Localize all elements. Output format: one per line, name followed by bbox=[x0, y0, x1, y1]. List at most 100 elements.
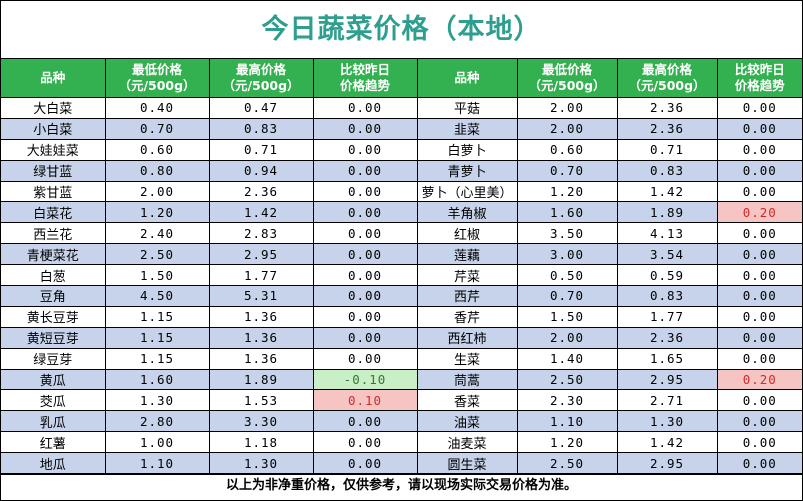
trend-cell: 0.00 bbox=[716, 180, 802, 203]
low-price-cell: 1.15 bbox=[104, 347, 210, 370]
low-price-cell: 4.50 bbox=[104, 285, 210, 307]
vegetable-name-cell: 羊角椒 bbox=[416, 201, 518, 224]
vegetable-name-cell: 绿甘蓝 bbox=[1, 159, 106, 182]
table-row: 大白菜 0.40 0.47 0.00 平菇 2.00 2.36 0.00 bbox=[1, 97, 802, 119]
high-price-cell: 1.53 bbox=[208, 389, 314, 412]
table-row: 黄短豆芽 1.15 1.36 0.00 西红柿 2.00 2.36 0.00 bbox=[1, 326, 802, 349]
high-price-cell: 2.95 bbox=[208, 243, 314, 266]
high-price-cell: 1.42 bbox=[616, 180, 718, 203]
low-price-cell: 0.50 bbox=[516, 264, 618, 287]
trend-cell: 0.00 bbox=[312, 117, 418, 140]
high-price-cell: 4.13 bbox=[616, 222, 718, 245]
high-price-cell: 1.89 bbox=[208, 368, 314, 391]
vegetable-name-cell: 小白菜 bbox=[1, 117, 106, 140]
low-price-cell: 0.70 bbox=[104, 117, 210, 140]
low-price-cell: 2.00 bbox=[516, 97, 618, 119]
vegetable-name-cell: 红薯 bbox=[1, 431, 106, 454]
low-price-cell: 2.80 bbox=[104, 410, 210, 433]
low-price-cell: 2.50 bbox=[516, 452, 618, 475]
vegetable-name-cell: 大白菜 bbox=[1, 97, 106, 119]
vegetable-name-cell: 地瓜 bbox=[1, 452, 106, 475]
trend-cell: 0.00 bbox=[716, 243, 802, 266]
vegetable-name-cell: 黄瓜 bbox=[1, 368, 106, 391]
low-price-cell: 1.15 bbox=[104, 305, 210, 328]
trend-cell: 0.00 bbox=[312, 180, 418, 203]
vegetable-name-cell: 黄长豆芽 bbox=[1, 305, 106, 328]
table-row: 青梗菜花 2.50 2.95 0.00 莲藕 3.00 3.54 0.00 bbox=[1, 243, 802, 266]
trend-cell: 0.00 bbox=[716, 347, 802, 370]
high-price-cell: 1.77 bbox=[208, 264, 314, 287]
table-row: 西兰花 2.40 2.83 0.00 红椒 3.50 4.13 0.00 bbox=[1, 222, 802, 245]
trend-cell: 0.00 bbox=[716, 326, 802, 349]
low-price-cell: 0.70 bbox=[516, 159, 618, 182]
vegetable-name-cell: 豆角 bbox=[1, 285, 106, 307]
table-row: 白菜花 1.20 1.42 0.00 羊角椒 1.60 1.89 0.20 bbox=[1, 201, 802, 224]
trend-cell: 0.00 bbox=[716, 117, 802, 140]
high-price-cell: 0.94 bbox=[208, 159, 314, 182]
header-trend-label: 比较昨日 价格趋势 bbox=[734, 62, 785, 93]
trend-cell: 0.00 bbox=[312, 305, 418, 328]
vegetable-name-cell: 西芹 bbox=[416, 285, 518, 307]
high-price-cell: 1.42 bbox=[208, 201, 314, 224]
high-price-cell: 0.83 bbox=[208, 117, 314, 140]
high-price-cell: 1.77 bbox=[616, 305, 718, 328]
trend-cell: 0.10 bbox=[312, 389, 418, 412]
trend-cell: 0.00 bbox=[312, 264, 418, 287]
header-high-label: 最高价格 （元/500g） bbox=[222, 62, 300, 93]
vegetable-name-cell: 香芹 bbox=[416, 305, 518, 328]
high-price-cell: 0.47 bbox=[208, 97, 314, 119]
high-price-cell: 2.36 bbox=[616, 117, 718, 140]
trend-cell: 0.00 bbox=[312, 431, 418, 454]
low-price-cell: 2.50 bbox=[516, 368, 618, 391]
high-price-cell: 5.31 bbox=[208, 285, 314, 307]
low-price-cell: 2.50 bbox=[104, 243, 210, 266]
table-row: 紫甘蓝 2.00 2.36 0.00 萝卜（心里美） 1.20 1.42 0.00 bbox=[1, 180, 802, 203]
low-price-cell: 3.50 bbox=[516, 222, 618, 245]
vegetable-name-cell: 生菜 bbox=[416, 347, 518, 370]
vegetable-name-cell: 乳瓜 bbox=[1, 410, 106, 433]
trend-cell: 0.00 bbox=[716, 285, 802, 307]
vegetable-name-cell: 青梗菜花 bbox=[1, 243, 106, 266]
low-price-cell: 1.10 bbox=[104, 452, 210, 475]
high-price-cell: 3.30 bbox=[208, 410, 314, 433]
low-price-cell: 2.00 bbox=[104, 180, 210, 203]
vegetable-name-cell: 萝卜（心里美） bbox=[416, 180, 518, 203]
trend-cell: 0.00 bbox=[312, 243, 418, 266]
table-row: 绿甘蓝 0.80 0.94 0.00 青萝卜 0.70 0.83 0.00 bbox=[1, 159, 802, 182]
trend-cell: 0.00 bbox=[312, 138, 418, 161]
table-row: 地瓜 1.10 1.30 0.00 圆生菜 2.50 2.95 0.00 bbox=[1, 452, 802, 475]
header-trend: 比较昨日 价格趋势 bbox=[716, 59, 802, 98]
low-price-cell: 1.60 bbox=[104, 368, 210, 391]
trend-cell: 0.20 bbox=[716, 368, 802, 391]
trend-cell: 0.00 bbox=[716, 452, 802, 475]
table-row: 白葱 1.50 1.77 0.00 芹菜 0.50 0.59 0.00 bbox=[1, 264, 802, 287]
vegetable-name-cell: 白菜花 bbox=[1, 201, 106, 224]
high-price-cell: 0.71 bbox=[616, 138, 718, 161]
vegetable-name-cell: 紫甘蓝 bbox=[1, 180, 106, 203]
table-row: 黄长豆芽 1.15 1.36 0.00 香芹 1.50 1.77 0.00 bbox=[1, 305, 802, 328]
high-price-cell: 2.95 bbox=[616, 452, 718, 475]
trend-cell: 0.00 bbox=[716, 264, 802, 287]
vegetable-name-cell: 大娃娃菜 bbox=[1, 138, 106, 161]
high-price-cell: 0.71 bbox=[208, 138, 314, 161]
vegetable-name-cell: 西红柿 bbox=[416, 326, 518, 349]
trend-cell: 0.00 bbox=[312, 410, 418, 433]
low-price-cell: 1.50 bbox=[104, 264, 210, 287]
high-price-cell: 1.30 bbox=[616, 410, 718, 433]
trend-cell: 0.00 bbox=[716, 389, 802, 412]
footer-note: 以上为非净重价格，仅供参考，请以现场实际交易价格为准。 bbox=[1, 474, 802, 497]
table-header-row: 品种 最低价格 （元/500g） 最高价格 （元/500g） 比较昨日 价格趋势 品种… bbox=[1, 59, 802, 98]
high-price-cell: 0.59 bbox=[616, 264, 718, 287]
vegetable-name-cell: 茼蒿 bbox=[416, 368, 518, 391]
trend-cell: 0.20 bbox=[716, 201, 802, 224]
low-price-cell: 0.40 bbox=[104, 97, 210, 119]
high-price-cell: 2.36 bbox=[616, 326, 718, 349]
table-row: 黄瓜 1.60 1.89 -0.10 茼蒿 2.50 2.95 0.20 bbox=[1, 368, 802, 391]
header-name: 品种 bbox=[416, 59, 518, 98]
trend-cell: 0.00 bbox=[312, 285, 418, 307]
header-high-price: 最高价格 （元/500g） bbox=[616, 59, 718, 98]
low-price-cell: 3.00 bbox=[516, 243, 618, 266]
table-body: 大白菜 0.40 0.47 0.00 平菇 2.00 2.36 0.00 小白菜 0.70 0.83… bbox=[1, 97, 802, 475]
high-price-cell: 3.54 bbox=[616, 243, 718, 266]
high-price-cell: 1.36 bbox=[208, 305, 314, 328]
